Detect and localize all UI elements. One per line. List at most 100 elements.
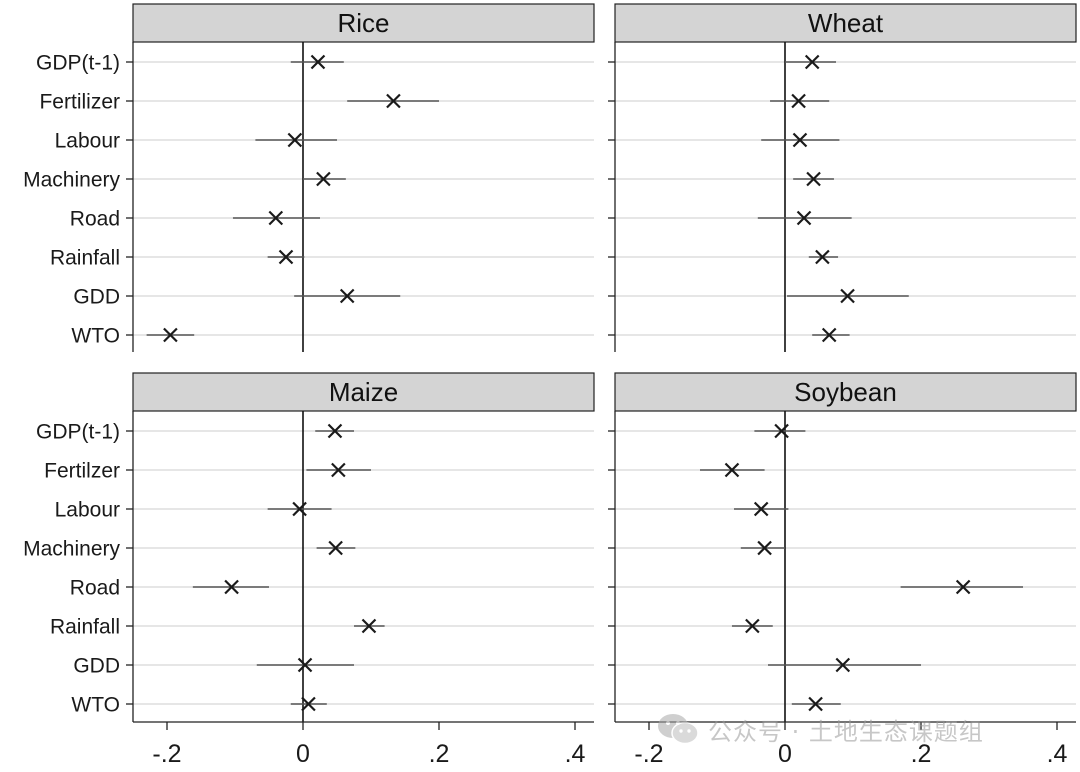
y-tick-label: Road bbox=[70, 208, 120, 231]
estimate-marker bbox=[840, 288, 855, 304]
x-tick-label: .4 bbox=[565, 740, 586, 768]
estimate-marker bbox=[724, 462, 740, 478]
estimate-marker bbox=[804, 54, 820, 70]
panel-strip-rice bbox=[132, 3, 595, 43]
estimate-marker bbox=[955, 579, 971, 595]
estimate-marker bbox=[757, 540, 772, 556]
estimate-marker-stroke bbox=[287, 132, 303, 148]
estimate-marker bbox=[753, 501, 769, 517]
estimate-marker-stroke bbox=[757, 540, 772, 556]
wechat-icon bbox=[658, 714, 699, 745]
estimate-marker bbox=[224, 579, 239, 595]
estimate-marker bbox=[292, 501, 307, 517]
y-tick-label: Machinery bbox=[23, 169, 120, 192]
estimate-marker bbox=[287, 132, 303, 148]
estimate-marker bbox=[835, 657, 851, 673]
y-tick-label: Fertilizer bbox=[39, 91, 120, 114]
estimate-marker bbox=[745, 618, 760, 634]
watermark-text: 公众号 · 土地生态课题组 bbox=[708, 717, 984, 746]
panel-strip-soybean bbox=[614, 372, 1077, 412]
estimate-marker-stroke bbox=[806, 171, 821, 187]
estimate-marker-stroke bbox=[745, 618, 760, 634]
y-tick-label: WTO bbox=[71, 694, 120, 717]
y-tick-label: WTO bbox=[71, 325, 120, 348]
estimate-marker bbox=[316, 171, 331, 187]
watermark: 公众号 · 土地生态课题组 bbox=[656, 712, 984, 746]
estimate-marker-stroke bbox=[840, 288, 855, 304]
y-tick-label: GDP(t-1) bbox=[36, 421, 120, 444]
estimate-marker-stroke bbox=[835, 657, 851, 673]
estimate-marker bbox=[774, 423, 789, 439]
estimate-marker-stroke bbox=[268, 210, 284, 226]
panel-strip-wheat bbox=[614, 3, 1077, 43]
x-tick-label: .4 bbox=[1047, 740, 1068, 768]
estimate-marker bbox=[328, 540, 343, 556]
estimate-marker-stroke bbox=[328, 540, 343, 556]
y-tick-label: Machinery bbox=[23, 538, 120, 561]
estimate-marker-stroke bbox=[815, 249, 830, 265]
panel-maize: Maize GDP(t-1) Fertilzer Labour Machinery Roa… bbox=[23, 372, 595, 768]
estimate-marker-stroke bbox=[301, 696, 316, 712]
estimate-marker bbox=[268, 210, 284, 226]
estimate-marker bbox=[791, 93, 806, 109]
estimate-marker bbox=[808, 696, 823, 712]
estimate-marker-stroke bbox=[792, 132, 808, 148]
estimate-marker-stroke bbox=[163, 327, 178, 343]
y-tick-label: GDP(t-1) bbox=[36, 52, 120, 75]
estimate-marker bbox=[796, 210, 812, 226]
estimate-marker-stroke bbox=[791, 93, 806, 109]
estimate-marker-stroke bbox=[297, 657, 313, 673]
panel-title-maize: Maize bbox=[329, 377, 398, 407]
estimate-marker bbox=[361, 618, 377, 634]
estimate-marker-stroke bbox=[796, 210, 812, 226]
x-tick-label: 0 bbox=[778, 740, 792, 768]
estimate-marker-stroke bbox=[278, 249, 294, 265]
x-tick-label: 0 bbox=[296, 740, 310, 768]
y-tick-label: GDD bbox=[73, 286, 120, 309]
y-tick-label: Road bbox=[70, 577, 120, 600]
estimate-marker bbox=[339, 288, 355, 304]
estimate-marker-stroke bbox=[331, 462, 346, 478]
panel-soybean: Soybean -.2 0 .2 .4 bbox=[608, 372, 1077, 768]
panel-title-wheat: Wheat bbox=[808, 8, 884, 38]
estimate-marker-stroke bbox=[804, 54, 820, 70]
y-tick-label: Rainfall bbox=[50, 247, 120, 270]
panel-wheat: Wheat bbox=[608, 3, 1077, 352]
estimate-marker bbox=[301, 696, 316, 712]
panel-title-rice: Rice bbox=[337, 8, 389, 38]
estimate-marker-stroke bbox=[316, 171, 331, 187]
estimate-marker-stroke bbox=[224, 579, 239, 595]
estimate-marker bbox=[806, 171, 821, 187]
x-tick-label: -.2 bbox=[634, 740, 663, 768]
estimate-marker-stroke bbox=[327, 423, 343, 439]
estimate-marker bbox=[331, 462, 346, 478]
estimate-marker bbox=[815, 249, 830, 265]
estimate-marker-stroke bbox=[724, 462, 740, 478]
estimate-marker-stroke bbox=[808, 696, 823, 712]
estimate-marker-stroke bbox=[339, 288, 355, 304]
panel-title-soybean: Soybean bbox=[794, 377, 897, 407]
estimate-marker-stroke bbox=[310, 54, 326, 70]
estimate-marker-stroke bbox=[955, 579, 971, 595]
y-tick-label: Fertilzer bbox=[44, 460, 120, 483]
estimate-marker bbox=[821, 327, 837, 343]
y-tick-label: Labour bbox=[55, 130, 120, 153]
estimate-marker-stroke bbox=[774, 423, 789, 439]
estimate-marker bbox=[163, 327, 178, 343]
estimate-marker-stroke bbox=[386, 93, 401, 109]
estimate-marker bbox=[297, 657, 313, 673]
x-tick-label: -.2 bbox=[152, 740, 181, 768]
estimate-marker-stroke bbox=[753, 501, 769, 517]
estimate-marker-stroke bbox=[361, 618, 377, 634]
estimate-marker bbox=[386, 93, 401, 109]
estimate-marker bbox=[792, 132, 808, 148]
x-tick-label: .2 bbox=[911, 740, 932, 768]
x-tick-label: .2 bbox=[429, 740, 450, 768]
y-tick-label: Rainfall bbox=[50, 616, 120, 639]
panel-strip-maize bbox=[132, 372, 595, 412]
estimate-marker-stroke bbox=[821, 327, 837, 343]
estimate-marker-stroke bbox=[292, 501, 307, 517]
panel-rice: Rice GDP(t-1) Fertilizer Labour Machinery Roa… bbox=[23, 3, 595, 352]
estimate-marker bbox=[278, 249, 294, 265]
